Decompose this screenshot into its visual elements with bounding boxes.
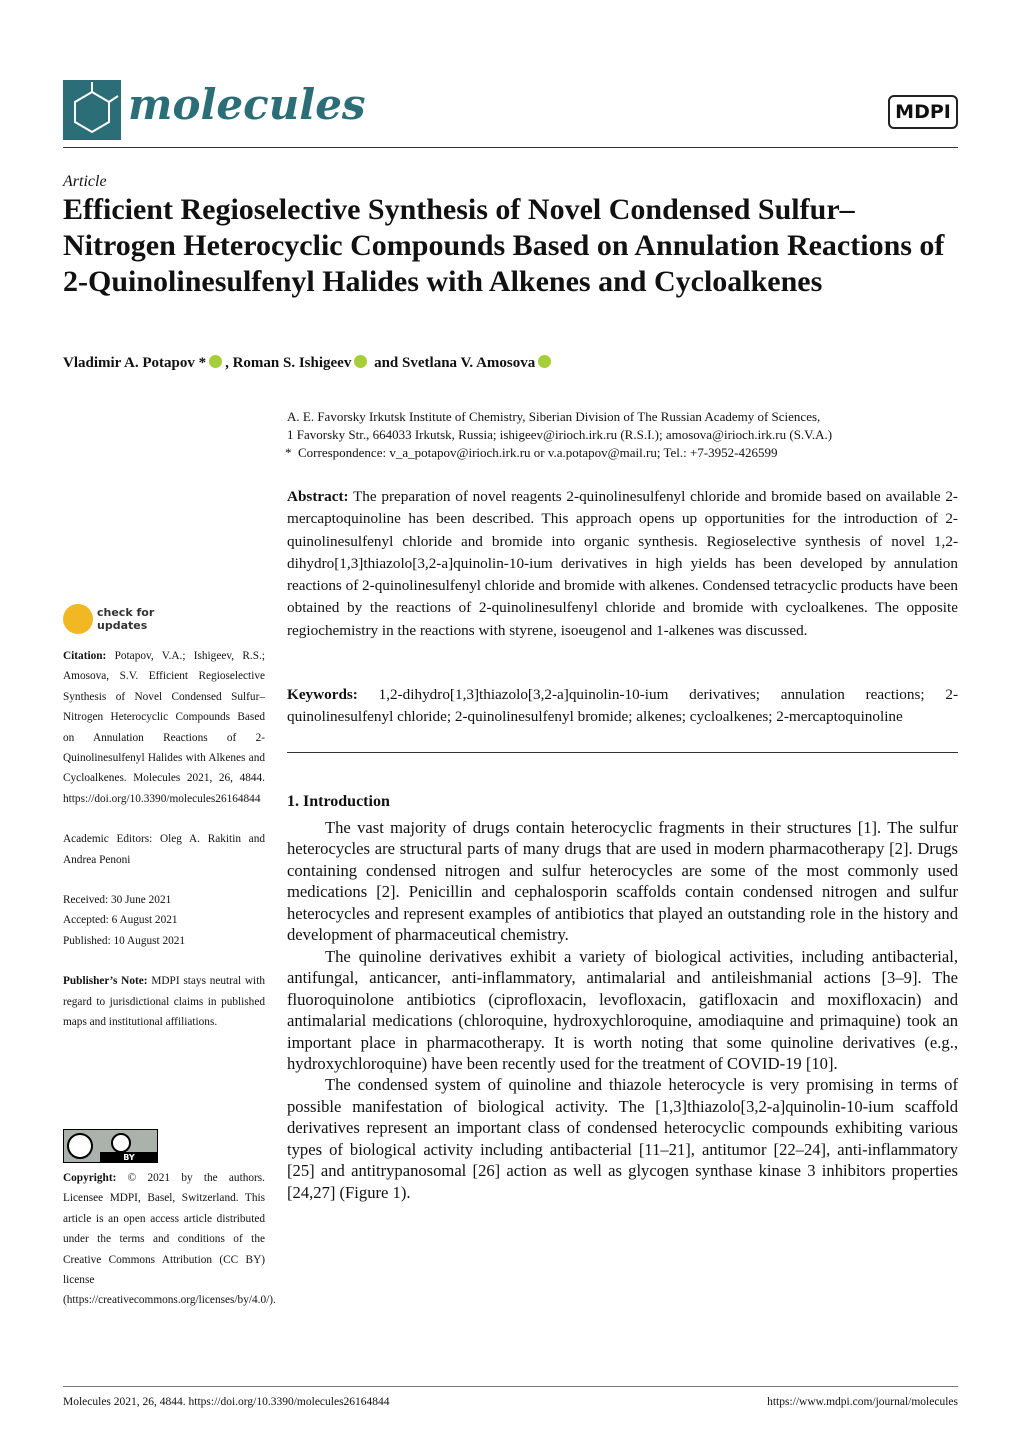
- citation-label: Citation:: [63, 650, 107, 662]
- section-heading: 1. Introduction: [287, 793, 390, 810]
- paragraph: The quinoline derivatives exhibit a vari…: [287, 946, 958, 1073]
- section-body: The vast majority of drugs contain heter…: [287, 817, 958, 1203]
- article-type: Article: [63, 173, 107, 190]
- correspondence-marker: *: [285, 445, 292, 460]
- license-label: BY: [100, 1152, 158, 1163]
- paragraph: The condensed system of quinoline and th…: [287, 1075, 958, 1202]
- abstract-text: The preparation of novel reagents 2-quin…: [287, 488, 958, 639]
- separator: and: [374, 355, 399, 371]
- affiliation-line: 1 Favorsky Str., 664033 Irkutsk, Russia;…: [287, 427, 833, 442]
- license-badge[interactable]: BY: [63, 1129, 158, 1163]
- copyright-text: © 2021 by the authors. Licensee MDPI, Ba…: [63, 1172, 276, 1307]
- footer-citation: Molecules 2021, 26, 4844. https://doi.or…: [63, 1396, 390, 1408]
- footer-rule: [63, 1386, 958, 1387]
- updates-icon[interactable]: [63, 604, 93, 634]
- citation-text: Potapov, V.A.; Ishigeev, R.S.; Amosova, …: [63, 650, 265, 805]
- editors: Academic Editors: Oleg A. Rakitin and An…: [63, 833, 265, 866]
- separator: ,: [225, 355, 229, 371]
- correspondence-text: Correspondence: v_a_potapov@irioch.irk.r…: [298, 445, 778, 460]
- copyright-label: Copyright:: [63, 1172, 117, 1184]
- author: Roman S. Ishigeev: [232, 355, 352, 371]
- abstract-rule: [287, 752, 958, 753]
- abstract-label: Abstract:: [287, 488, 349, 505]
- copyright: Copyright: © 2021 by the authors. Licens…: [63, 1168, 276, 1311]
- footer-url[interactable]: https://www.mdpi.com/journal/molecules: [767, 1396, 958, 1408]
- publisher-note: Publisher’s Note: MDPI stays neutral wit…: [63, 971, 265, 1032]
- sidebar: Citation: Potapov, V.A.; Ishigeev, R.S.;…: [63, 646, 265, 1053]
- author: Svetlana V. Amosova: [402, 355, 536, 371]
- correspondence: * Correspondence: v_a_potapov@irioch.irk…: [285, 444, 967, 462]
- article-title: Efficient Regioselective Synthesis of No…: [63, 193, 945, 298]
- date: Received: 30 June 2021: [63, 894, 172, 907]
- abstract: Abstract: The preparation of novel reage…: [287, 486, 958, 642]
- orcid-icon: [354, 355, 368, 368]
- keywords-text: 1,2-dihydro[1,3]thiazolo[3,2-a]quinolin-…: [287, 686, 958, 726]
- dates: Received: 30 June 2021 Accepted: 6 Augus…: [63, 890, 265, 951]
- paragraph: The vast majority of drugs contain heter…: [287, 818, 958, 945]
- authors: Vladimir A. Potapov *, Roman S. Ishigeev…: [63, 355, 554, 372]
- cc-icon: [67, 1133, 93, 1159]
- header-rule: [63, 147, 958, 148]
- publisher-note-text: MDPI stays neutral with regard to jurisd…: [63, 975, 265, 1029]
- updates-line: check for: [97, 606, 155, 619]
- citation: Citation: Potapov, V.A.; Ishigeev, R.S.;…: [63, 646, 265, 809]
- affiliation: A. E. Favorsky Irkutsk Institute of Chem…: [285, 408, 967, 462]
- updates-text[interactable]: check for updates: [97, 606, 154, 632]
- journal-logo-icon: [63, 80, 121, 140]
- orcid-icon: [538, 355, 552, 368]
- journal-name: molecules: [128, 80, 366, 129]
- author: Vladimir A. Potapov *: [63, 355, 207, 371]
- logo-bond: [108, 95, 119, 103]
- orcid-icon: [209, 355, 223, 368]
- keywords-label: Keywords:: [287, 686, 358, 703]
- publisher-note-label: Publisher’s Note:: [63, 975, 148, 988]
- affiliation-line: A. E. Favorsky Irkutsk Institute of Chem…: [287, 409, 821, 424]
- date: Accepted: 6 August 2021: [63, 914, 178, 927]
- by-icon: [111, 1133, 131, 1153]
- keywords: Keywords: 1,2-dihydro[1,3]thiazolo[3,2-a…: [287, 684, 958, 729]
- updates-line: updates: [97, 619, 148, 632]
- publisher-logo: MDPI: [888, 95, 958, 129]
- date: Published: 10 August 2021: [63, 934, 186, 947]
